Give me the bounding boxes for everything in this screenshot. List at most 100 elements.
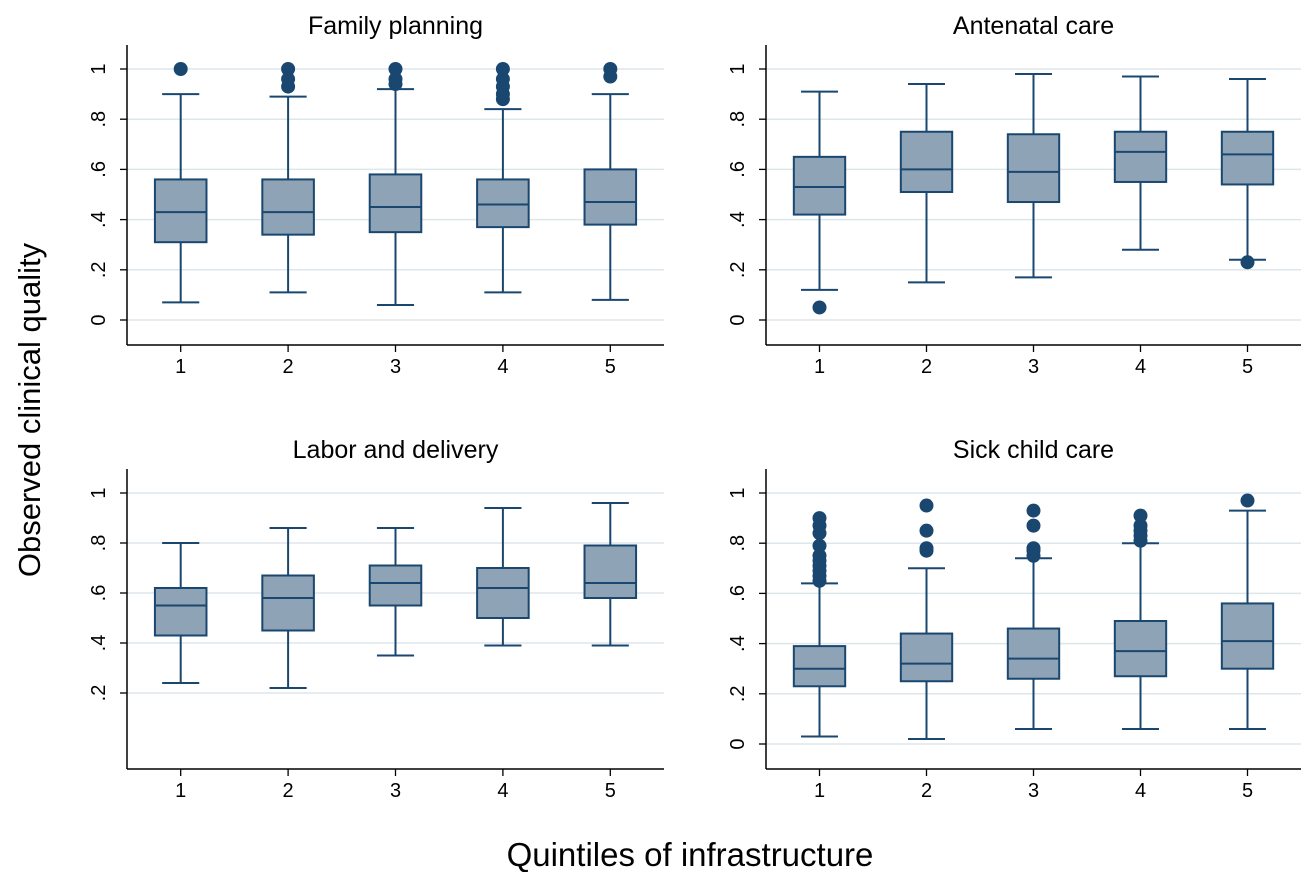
y-tick-label: .6 <box>727 585 749 602</box>
box-iqr <box>261 574 315 632</box>
box-4 <box>1113 75 1168 251</box>
y-tick-label: .2 <box>727 261 749 278</box>
box-iqr <box>583 168 638 226</box>
outlier-point <box>495 62 510 76</box>
box-iqr <box>1220 130 1275 186</box>
outlier-point <box>1026 541 1041 556</box>
outlier-point <box>1240 255 1255 270</box>
box-iqr <box>476 567 530 619</box>
box-iqr <box>476 178 530 229</box>
outlier-point <box>1026 503 1041 518</box>
y-tick-label: 1 <box>727 63 749 74</box>
panel-title: Labor and delivery <box>293 436 499 464</box>
outlier-point <box>388 62 403 76</box>
y-axis-title: Observed clinical quality <box>12 242 47 577</box>
box-iqr <box>1220 602 1275 670</box>
outlier-point <box>919 498 934 513</box>
x-tick-label: 1 <box>175 780 186 802</box>
panel-title: Family planning <box>308 12 483 40</box>
y-tick-label: 1 <box>88 487 110 498</box>
y-tick-label: .8 <box>727 111 749 128</box>
outlier-point <box>1133 518 1148 533</box>
panel-title: Sick child care <box>953 436 1114 464</box>
outlier-point <box>603 62 618 76</box>
box-5 <box>1220 493 1275 730</box>
outlier-point <box>495 72 510 87</box>
outlier-point <box>919 541 934 556</box>
outlier-point <box>812 548 827 563</box>
box-iqr <box>368 564 423 607</box>
x-tick-label: 3 <box>1028 780 1039 802</box>
outlier-point <box>919 523 934 538</box>
x-tick-label: 1 <box>175 356 186 378</box>
x-axis-title: Quintiles of infrastructure <box>507 836 874 872</box>
y-tick-label: .6 <box>88 161 110 178</box>
box-2 <box>261 527 315 689</box>
box-iqr <box>583 544 638 599</box>
box-iqr <box>899 130 954 193</box>
x-tick-label: 3 <box>1028 356 1039 378</box>
x-tick-label: 2 <box>283 356 294 378</box>
x-tick-label: 1 <box>814 780 825 802</box>
box-2 <box>899 498 954 740</box>
y-tick-label: .8 <box>727 535 749 552</box>
box-5 <box>583 502 638 647</box>
y-tick-label: .4 <box>727 211 749 228</box>
box-4 <box>476 62 530 294</box>
box-3 <box>368 527 423 657</box>
x-tick-label: 4 <box>1135 356 1146 378</box>
box-5 <box>583 62 638 301</box>
box-iqr <box>792 645 847 688</box>
x-tick-label: 3 <box>390 356 401 378</box>
box-3 <box>1006 503 1061 730</box>
box-iqr <box>153 178 208 244</box>
box-2 <box>261 62 315 294</box>
box-4 <box>476 507 530 647</box>
x-tick-label: 5 <box>605 780 616 802</box>
y-tick-label: .6 <box>88 585 110 602</box>
x-tick-label: 4 <box>1135 780 1146 802</box>
box-iqr <box>899 632 954 683</box>
box-iqr <box>368 173 423 234</box>
box-iqr <box>153 587 208 637</box>
outlier-point <box>812 511 827 526</box>
x-tick-label: 2 <box>921 356 932 378</box>
y-tick-label: 1 <box>88 63 110 74</box>
y-tick-label: .8 <box>88 111 110 128</box>
panel-2: Antenatal care 0 .2 .4 .6 .8 1 1 2 3 4 5 <box>727 12 1301 378</box>
x-tick-label: 5 <box>1242 780 1253 802</box>
outlier-point <box>812 538 827 553</box>
y-tick-label: 1 <box>727 487 749 498</box>
box-iqr <box>1113 620 1168 678</box>
box-iqr <box>1006 133 1061 204</box>
y-tick-label: .4 <box>88 211 110 228</box>
y-tick-label: .2 <box>727 685 749 702</box>
panel-3: Labor and delivery .2 .4 .6 .8 1 1 2 3 4 5 <box>88 436 664 802</box>
y-tick-label: 0 <box>88 314 110 325</box>
box-3 <box>368 62 423 306</box>
outlier-point <box>1026 518 1041 533</box>
outlier-point <box>281 62 296 76</box>
outlier-point <box>173 62 188 76</box>
box-1 <box>792 90 847 315</box>
x-tick-label: 5 <box>605 356 616 378</box>
box-4 <box>1113 508 1168 730</box>
x-tick-label: 2 <box>283 780 294 802</box>
panel-1: Family planning 0 .2 .4 .6 .8 1 1 2 3 4 5 <box>88 12 664 378</box>
x-tick-label: 4 <box>497 356 508 378</box>
y-tick-label: 0 <box>727 738 749 749</box>
outlier-point <box>812 300 827 315</box>
box-1 <box>153 542 208 684</box>
y-tick-label: .4 <box>88 635 110 652</box>
x-tick-label: 4 <box>497 780 508 802</box>
outlier-point <box>1240 493 1255 508</box>
y-tick-label: .6 <box>727 161 749 178</box>
y-tick-label: .2 <box>88 685 110 702</box>
box-iqr <box>792 155 847 216</box>
box-iqr <box>1006 627 1061 680</box>
box-2 <box>899 83 954 284</box>
outlier-point <box>1133 508 1148 523</box>
box-iqr <box>1113 130 1168 183</box>
